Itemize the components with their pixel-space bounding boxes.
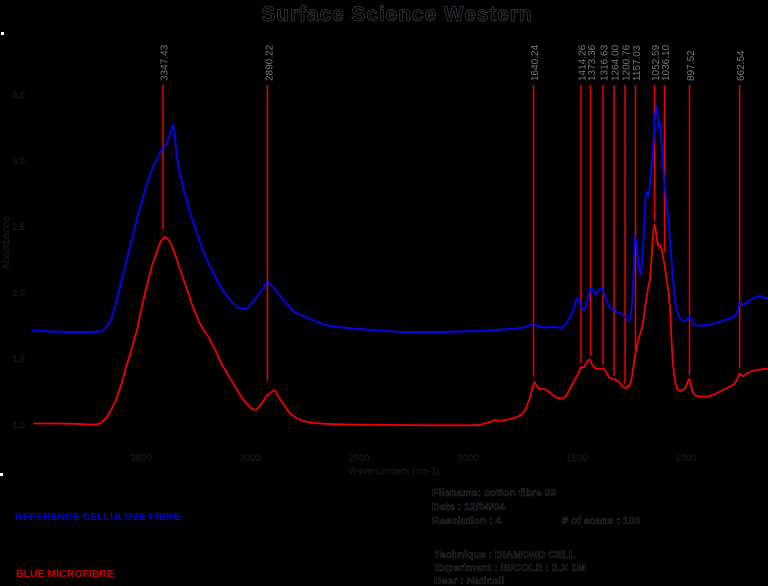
svg-text:2890.22: 2890.22 [265, 44, 276, 81]
svg-text:1264.00: 1264.00 [611, 44, 622, 81]
svg-text:Surface Science Western: Surface Science Western [261, 3, 532, 26]
svg-text:BLUE MICROFIBRE: BLUE MICROFIBRE [16, 568, 114, 580]
svg-text:# of scans : 100: # of scans : 100 [562, 515, 640, 527]
svg-text:662.54: 662.54 [736, 50, 747, 81]
svg-text:1000: 1000 [675, 453, 696, 464]
svg-text:Absorbance: Absorbance [1, 216, 12, 270]
svg-text:2.0: 2.0 [12, 288, 25, 298]
svg-text:1.5: 1.5 [12, 354, 25, 364]
svg-text:1640.24: 1640.24 [530, 44, 541, 81]
svg-text:3.5: 3.5 [12, 90, 25, 100]
svg-text:2500: 2500 [348, 453, 369, 464]
svg-text:Filename: cotton fibre 99: Filename: cotton fibre 99 [432, 487, 556, 499]
svg-text:Experiment : IS/COLE : ILX 1M: Experiment : IS/COLE : ILX 1M [434, 562, 586, 574]
svg-text:3500: 3500 [130, 453, 151, 464]
svg-text:1500: 1500 [566, 453, 587, 464]
svg-text:REFERENCE CELLULOSE FIBRE: REFERENCE CELLULOSE FIBRE [15, 511, 181, 523]
svg-text:2000: 2000 [457, 453, 478, 464]
svg-text:897.52: 897.52 [686, 50, 697, 81]
svg-text:1200.76: 1200.76 [622, 44, 633, 81]
svg-text:Technique : DIAMOND CELL: Technique : DIAMOND CELL [434, 549, 576, 561]
svg-text:3000: 3000 [239, 453, 260, 464]
svg-text:User : Natinell: User : Natinell [434, 575, 505, 586]
svg-text:1.0: 1.0 [12, 420, 25, 430]
svg-text:1157.03: 1157.03 [632, 45, 643, 81]
svg-text:Date : 12/04/04: Date : 12/04/04 [432, 501, 505, 513]
svg-text:1316.63: 1316.63 [600, 44, 611, 81]
svg-text:1036.10: 1036.10 [661, 44, 672, 81]
svg-text:2.5: 2.5 [12, 222, 25, 232]
svg-text:Wavenumbers (cm-1): Wavenumbers (cm-1) [349, 466, 440, 477]
svg-text:1373.36: 1373.36 [587, 44, 598, 81]
svg-text:1414.26: 1414.26 [578, 44, 589, 81]
svg-text:3347.43: 3347.43 [160, 44, 171, 81]
svg-text:1052.59: 1052.59 [651, 44, 662, 81]
svg-text:3.0: 3.0 [12, 156, 25, 166]
svg-text:Resolution : 4: Resolution : 4 [432, 515, 502, 527]
